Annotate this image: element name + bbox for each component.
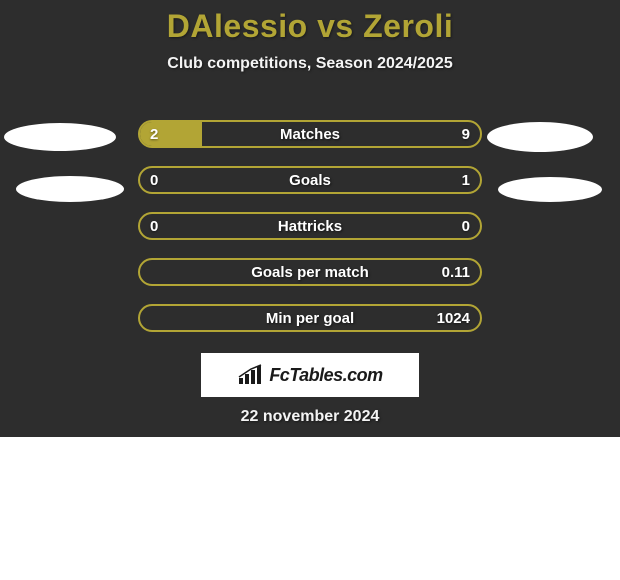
- snapshot-date: 22 november 2024: [0, 408, 620, 426]
- page-subtitle: Club competitions, Season 2024/2025: [0, 55, 620, 73]
- stat-label: Goals per match: [140, 260, 480, 286]
- stat-value-left: 0: [140, 214, 168, 240]
- stat-row: 29Matches: [0, 120, 620, 150]
- stat-row: 0 1Goals: [0, 166, 620, 196]
- stat-row: 0 0Hattricks: [0, 212, 620, 242]
- stage: DAlessio vs Zeroli Club competitions, Se…: [0, 0, 620, 580]
- stat-label: Goals: [140, 168, 480, 194]
- stat-value-left: 0: [140, 168, 168, 194]
- page-title: DAlessio vs Zeroli: [0, 8, 620, 45]
- stat-bar: 0 1Goals: [138, 166, 482, 194]
- stat-bar: 0.11Goals per match: [138, 258, 482, 286]
- stat-value-right: 1024: [427, 306, 480, 332]
- stat-value-right: 1: [452, 168, 480, 194]
- stat-value-right: 0.11: [432, 260, 480, 286]
- logo-text: FcTables.com: [269, 365, 382, 386]
- bar-chart-icon: [237, 364, 263, 386]
- stat-row: 0.11Goals per match: [0, 258, 620, 288]
- stat-rows: 29Matches01Goals00Hattricks0.11Goals per…: [0, 120, 620, 350]
- stat-row: 1024Min per goal: [0, 304, 620, 334]
- comparison-panel: DAlessio vs Zeroli Club competitions, Se…: [0, 0, 620, 437]
- stat-bar: 29Matches: [138, 120, 482, 148]
- source-logo: FcTables.com: [201, 353, 419, 397]
- stat-value-left: 2: [140, 122, 168, 148]
- stat-value-right: 9: [452, 122, 480, 148]
- stat-bar: 0 0Hattricks: [138, 212, 482, 240]
- stat-value-right: 0: [452, 214, 480, 240]
- stat-bar: 1024Min per goal: [138, 304, 482, 332]
- stat-label: Hattricks: [140, 214, 480, 240]
